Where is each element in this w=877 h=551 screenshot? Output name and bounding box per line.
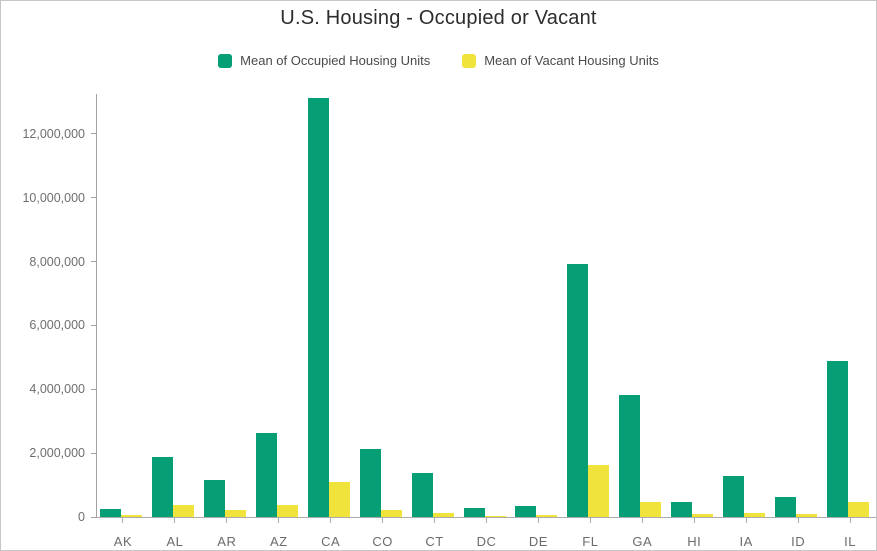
bar-vacant-ga[interactable]	[640, 501, 662, 517]
bar-vacant-co[interactable]	[380, 509, 402, 517]
legend-label-vacant: Mean of Vacant Housing Units	[484, 53, 659, 68]
y-axis-label: 12,000,000	[22, 126, 85, 141]
y-axis-tick	[91, 261, 96, 263]
legend-item-vacant[interactable]: Mean of Vacant Housing Units	[462, 53, 659, 68]
bar-vacant-id[interactable]	[796, 514, 818, 517]
bar-vacant-hi[interactable]	[692, 513, 714, 517]
x-axis-tick	[589, 518, 591, 523]
x-axis-label-ak: AK	[113, 534, 133, 549]
bar-vacant-al[interactable]	[172, 504, 194, 517]
y-axis-label: 8,000,000	[29, 254, 85, 269]
bar-occupied-id[interactable]	[775, 496, 797, 517]
plot-area: 0 2,000,000 4,000,000 6,000,000 8,000,000 10,…	[22, 94, 876, 549]
bar-occupied-ia[interactable]	[723, 475, 745, 517]
y-axis-label: 0	[78, 510, 85, 524]
x-axis-tick	[434, 518, 436, 523]
x-axis-label-fl: FL	[582, 534, 599, 549]
y-axis-label: 10,000,000	[22, 190, 85, 205]
y-axis-tick	[91, 133, 96, 135]
bar-vacant-ct[interactable]	[432, 512, 454, 517]
x-axis-label-il: IL	[844, 534, 856, 549]
x-axis-tick	[641, 518, 643, 523]
occupied-series-swatch-icon	[218, 53, 233, 68]
chart-title: U.S. Housing - Occupied or Vacant	[280, 7, 597, 29]
bar-occupied-ct[interactable]	[411, 473, 433, 517]
bar-occupied-hi[interactable]	[671, 502, 693, 517]
x-axis-label-ga: GA	[632, 534, 653, 549]
bar-occupied-de[interactable]	[515, 505, 537, 517]
bar-occupied-fl[interactable]	[567, 263, 589, 517]
bar-vacant-il[interactable]	[848, 501, 870, 517]
bar-occupied-il[interactable]	[827, 360, 849, 517]
y-axis-tick	[91, 388, 96, 390]
x-axis-tick	[226, 518, 228, 523]
x-axis-label-de: DE	[528, 534, 548, 549]
x-axis-tick	[382, 518, 384, 523]
legend: Mean of Occupied Housing Units Mean of V…	[1, 53, 876, 68]
x-axis-tick	[174, 518, 176, 523]
bar-vacant-ia[interactable]	[744, 512, 766, 517]
x-axis-tick	[693, 518, 695, 523]
y-axis-tick	[91, 516, 96, 518]
bar-vacant-ak[interactable]	[120, 514, 142, 517]
x-axis-label-ia: IA	[739, 534, 753, 549]
bar-occupied-al[interactable]	[151, 456, 173, 517]
x-axis-tick	[486, 518, 487, 523]
x-axis-label-ct: CT	[425, 534, 444, 549]
x-axis-label-co: CO	[372, 534, 393, 549]
y-axis-tick	[91, 197, 96, 199]
legend-label-occupied: Mean of Occupied Housing Units	[240, 53, 431, 68]
legend-item-occupied[interactable]: Mean of Occupied Housing Units	[218, 53, 430, 68]
y-axis-tick	[91, 324, 96, 326]
x-axis-label-dc: DC	[476, 534, 497, 549]
bar-occupied-ak[interactable]	[99, 509, 121, 517]
x-axis-label-al: AL	[166, 534, 184, 549]
x-axis-tick	[330, 518, 332, 523]
bar-occupied-ca[interactable]	[307, 98, 329, 517]
bar-vacant-dc[interactable]	[484, 515, 506, 517]
bar-vacant-ar[interactable]	[224, 510, 246, 517]
bar-vacant-de[interactable]	[536, 514, 558, 517]
bar-occupied-co[interactable]	[359, 448, 381, 517]
bar-occupied-ar[interactable]	[203, 479, 225, 517]
vacant-series-swatch-icon	[462, 53, 477, 68]
x-axis-label-ar: AR	[217, 534, 237, 549]
bar-occupied-ga[interactable]	[619, 394, 641, 517]
bar-vacant-fl[interactable]	[588, 465, 610, 517]
bar-vacant-ca[interactable]	[328, 481, 350, 517]
bar-occupied-dc[interactable]	[463, 508, 485, 517]
x-axis-tick	[849, 518, 851, 523]
x-axis-tick	[745, 518, 747, 523]
y-axis-label: 2,000,000	[29, 446, 85, 461]
bar-vacant-az[interactable]	[276, 504, 298, 517]
x-axis-label-id: ID	[791, 534, 806, 549]
y-axis-label: 4,000,000	[29, 382, 85, 397]
x-axis-label-ca: CA	[321, 534, 341, 549]
x-axis-tick	[797, 518, 799, 523]
y-axis-tick	[91, 452, 96, 454]
x-axis-label-az: AZ	[269, 534, 288, 549]
x-axis-label-hi: HI	[687, 534, 702, 549]
x-axis-tick	[122, 518, 124, 523]
x-axis-tick	[278, 518, 280, 523]
y-axis-label: 6,000,000	[29, 318, 85, 333]
bar-occupied-az[interactable]	[255, 433, 277, 517]
x-axis-tick	[537, 518, 539, 523]
